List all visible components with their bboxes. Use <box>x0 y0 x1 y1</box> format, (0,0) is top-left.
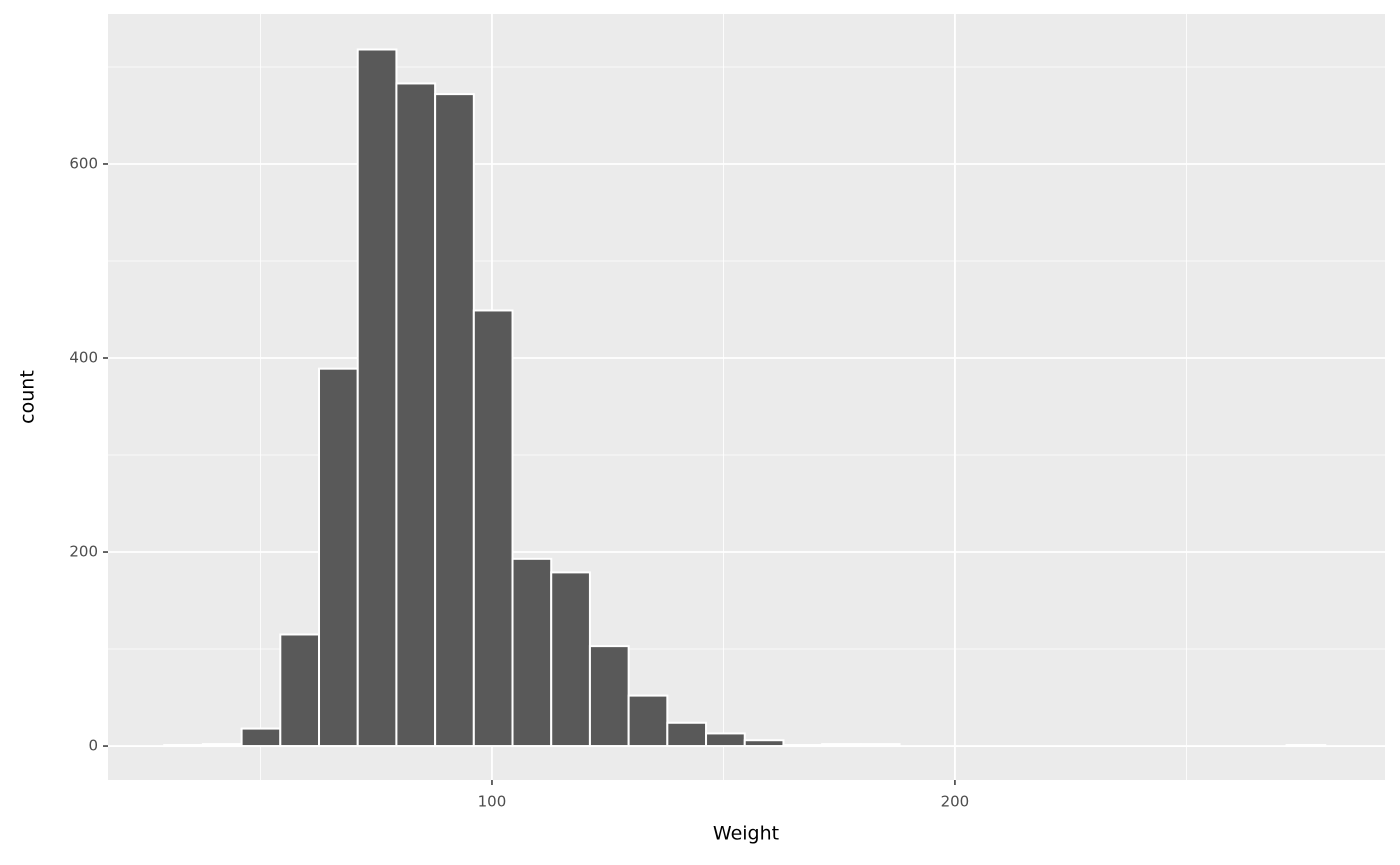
bar <box>743 739 785 748</box>
x-axis-title: Weight <box>713 823 779 845</box>
y-tick-label: 0 <box>88 737 98 755</box>
bar <box>511 557 553 748</box>
bar <box>666 721 708 748</box>
bar <box>550 571 591 748</box>
y-tick-label: 200 <box>69 543 98 561</box>
bar <box>318 367 359 748</box>
x-tick-label: 100 <box>478 793 507 811</box>
bar <box>279 633 321 748</box>
bar <box>588 645 630 748</box>
y-tick-label: 400 <box>69 349 98 367</box>
bar <box>356 48 398 748</box>
x-tick-label: 200 <box>941 793 970 811</box>
bar <box>201 743 243 748</box>
bar <box>821 743 862 748</box>
y-axis-title: count <box>17 370 39 424</box>
y-tick-label: 600 <box>69 154 98 172</box>
bar <box>472 309 514 748</box>
bar <box>163 744 204 748</box>
bar <box>240 727 282 748</box>
bar <box>705 732 746 748</box>
bar <box>434 93 475 748</box>
bar <box>1285 744 1327 748</box>
bar <box>782 744 824 748</box>
bar <box>627 694 669 748</box>
bar <box>395 82 437 748</box>
bar <box>859 743 901 748</box>
